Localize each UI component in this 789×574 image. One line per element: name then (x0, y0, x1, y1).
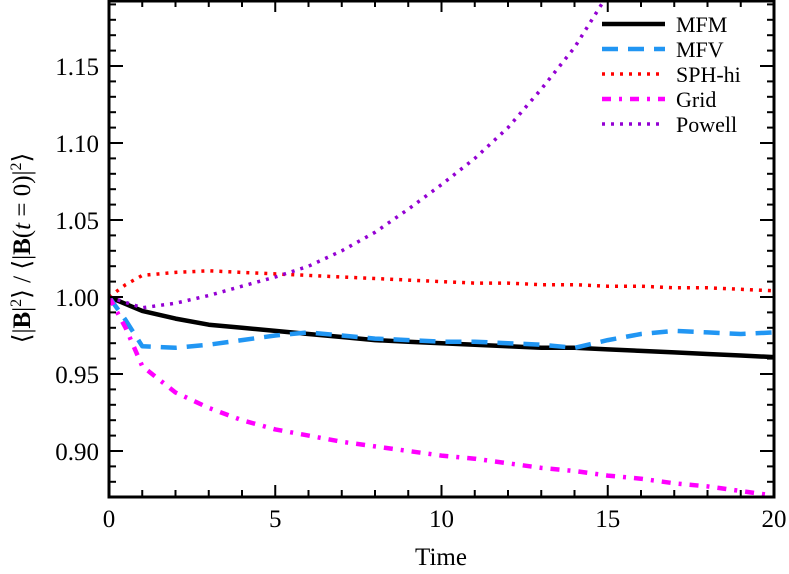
y-tick-label: 0.90 (55, 439, 99, 466)
series-powell (109, 0, 606, 310)
series-mfm (109, 294, 774, 360)
plot-frame (107, 0, 776, 499)
y-tick-label: 0.95 (55, 362, 99, 389)
series-layer (109, 0, 774, 497)
y-tick-label: 1.00 (55, 285, 99, 312)
x-tick-label: 0 (103, 506, 116, 533)
x-tick-label: 20 (762, 506, 787, 533)
legend-label: SPH-hi (676, 62, 741, 87)
svg-text:⟨|B|2⟩ / ⟨|B(t = 0)|2⟩: ⟨|B|2⟩ / ⟨|B(t = 0)|2⟩ (8, 153, 36, 344)
legend-item-mfm: MFM (602, 12, 727, 37)
y-axis: 0.90 0.95 1.00 1.05 1.10 1.15 (55, 3, 774, 483)
legend-label: Powell (676, 112, 737, 137)
legend-item-powell: Powell (602, 112, 737, 137)
legend-label: MFM (676, 12, 727, 37)
legend-label: MFV (676, 37, 724, 62)
legend-item-grid: Grid (602, 87, 716, 112)
y-axis-label: ⟨|B|2⟩ / ⟨|B(t = 0)|2⟩ (8, 153, 36, 344)
y-tick-label: 1.10 (55, 131, 99, 158)
legend-item-sph-hi: SPH-hi (602, 62, 741, 87)
x-tick-label: 10 (429, 506, 454, 533)
x-tick-label: 15 (595, 506, 620, 533)
x-tick-label: 5 (269, 506, 282, 533)
legend-item-mfv: MFV (602, 37, 724, 62)
x-axis: 0 5 10 15 20 (103, 0, 787, 533)
y-tick-label: 1.05 (55, 208, 99, 235)
legend-label: Grid (676, 87, 716, 112)
x-axis-label: Time (415, 544, 467, 571)
y-tick-label: 1.15 (55, 54, 99, 81)
series-sph-hi (109, 269, 774, 299)
series-mfv (109, 295, 774, 351)
